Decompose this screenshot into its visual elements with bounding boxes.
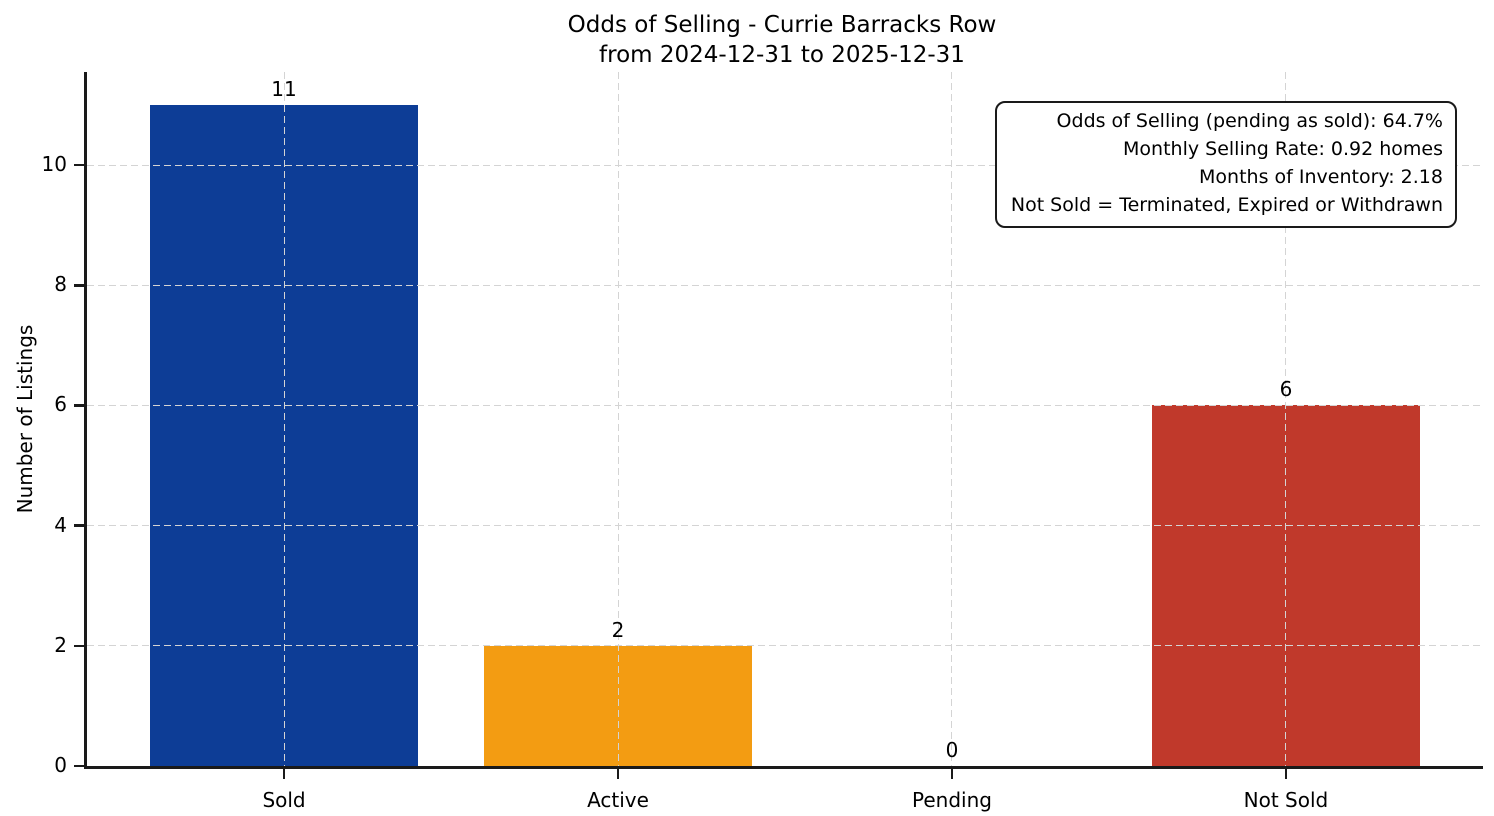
chart-title-line2: from 2024-12-31 to 2025-12-31 xyxy=(599,42,965,68)
annotation-odds-of-selling: Odds of Selling (pending as sold): 64.7% xyxy=(1056,110,1443,132)
annotation-monthly-selling-rate: Monthly Selling Rate: 0.92 homes xyxy=(1123,138,1443,160)
y-tick-label: 6 xyxy=(54,392,67,417)
bar-value-label: 0 xyxy=(945,738,959,762)
x-tick-label: Active xyxy=(587,788,649,812)
x-tick-mark xyxy=(1284,769,1288,779)
chart-title-line1: Odds of Selling - Currie Barracks Row xyxy=(567,12,997,38)
x-tick-mark xyxy=(616,769,620,779)
x-tick-label: Not Sold xyxy=(1243,788,1329,812)
y-axis-label: Number of Listings xyxy=(13,324,37,514)
y-tick-mark xyxy=(74,404,84,407)
x-tick-mark xyxy=(282,769,286,779)
x-tick-label: Pending xyxy=(912,788,992,812)
annotation-not-sold-definition: Not Sold = Terminated, Expired or Withdr… xyxy=(1010,194,1443,216)
y-tick-mark xyxy=(74,644,84,648)
bar-sold xyxy=(150,105,418,766)
x-tick-label: Sold xyxy=(262,788,306,812)
bar-active xyxy=(484,645,752,766)
x-tick-mark xyxy=(950,769,954,779)
bar-value-label: 2 xyxy=(611,617,625,642)
y-tick-mark xyxy=(74,163,84,167)
chart-title: Odds of Selling - Currie Barracks Row fr… xyxy=(84,10,1480,70)
y-tick-label: 2 xyxy=(54,632,67,657)
y-tick-mark xyxy=(74,764,84,768)
annotation-months-of-inventory: Months of Inventory: 2.18 xyxy=(1199,166,1443,188)
stats-annotation-box: Odds of Selling (pending as sold): 64.7%… xyxy=(994,101,1457,228)
bar-value-label: 11 xyxy=(271,77,297,102)
y-tick-label: 10 xyxy=(41,152,67,177)
y-tick-label: 4 xyxy=(54,512,67,537)
bar-not-sold xyxy=(1152,405,1420,766)
y-tick-mark xyxy=(74,284,84,287)
bar-value-label: 6 xyxy=(1279,377,1293,402)
y-tick-label: 8 xyxy=(54,272,67,297)
y-tick-mark xyxy=(74,524,84,527)
y-tick-label: 0 xyxy=(54,753,67,777)
v-gridline xyxy=(951,72,953,766)
